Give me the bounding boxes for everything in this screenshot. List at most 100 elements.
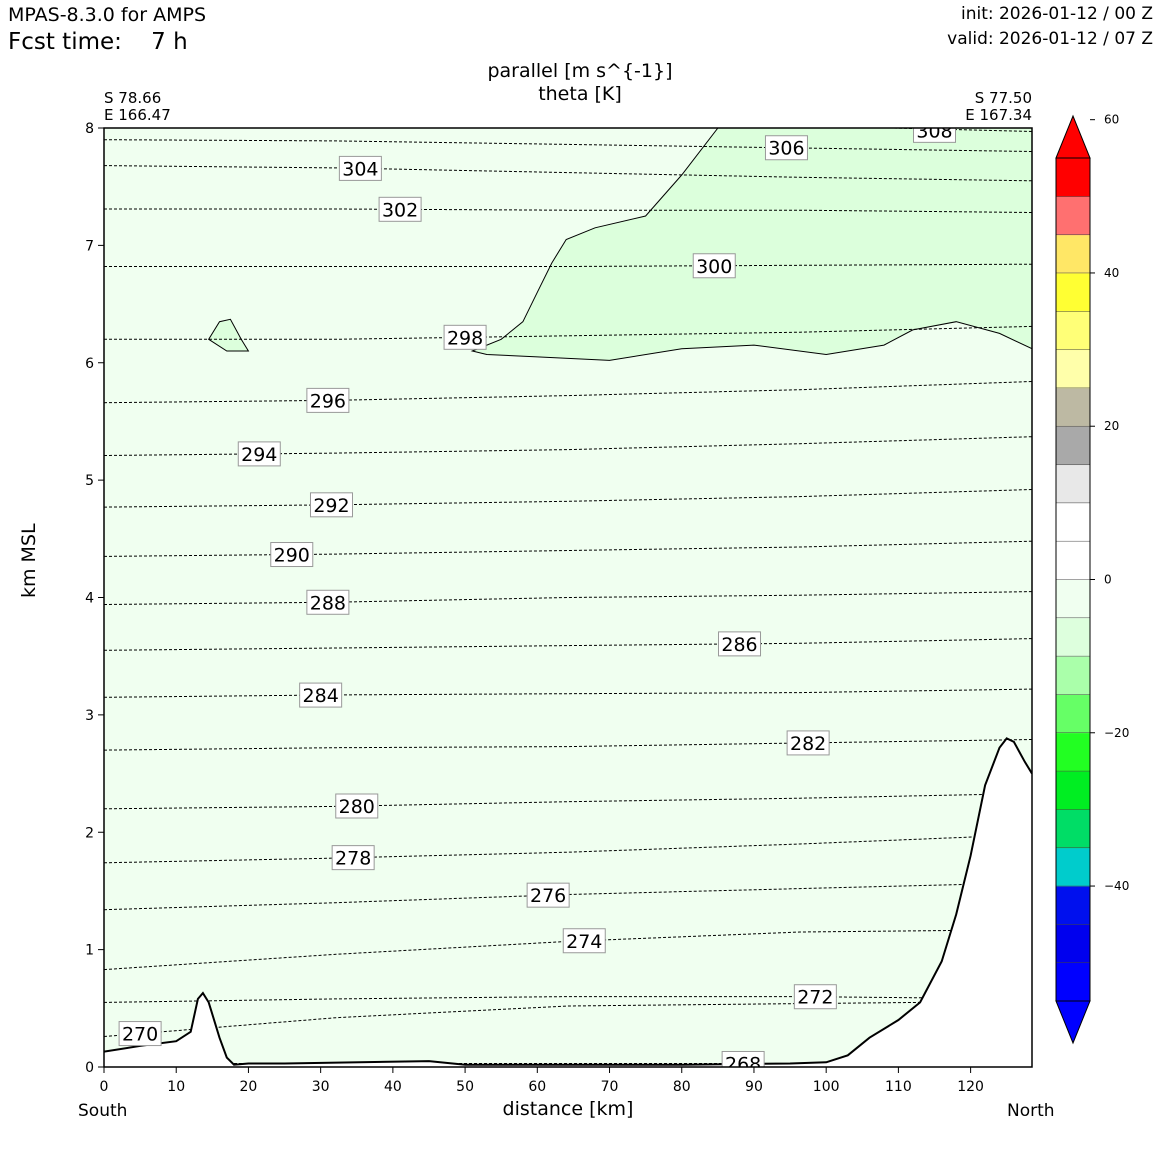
y-tick-label-4: 4 (85, 591, 94, 607)
x-tick-label-70: 70 (601, 1079, 619, 1095)
colorbar-cell-13 (1056, 464, 1090, 504)
theta-label-box-290 (270, 542, 314, 568)
colorbar-cell-12 (1056, 502, 1090, 542)
colorbar-cell-1 (1056, 924, 1090, 964)
colorbar-cell-16 (1056, 349, 1090, 389)
colorbar-extend-min (1055, 1000, 1091, 1045)
colorbar-cell-21 (1056, 158, 1090, 197)
colorbar-tick-label-1: 40 (1104, 266, 1119, 280)
theta-label-290: 290 (274, 545, 310, 567)
theta-label-box-304 (338, 155, 382, 181)
theta-contour-274 (104, 929, 1032, 971)
x-tick-label-50: 50 (456, 1079, 474, 1095)
y-tick-label-7: 7 (85, 238, 94, 254)
y-tick-label-0: 0 (85, 1060, 94, 1076)
x-tick-label-20: 20 (240, 1079, 258, 1095)
theta-label-box-284 (299, 682, 343, 708)
theta-label-304: 304 (342, 158, 378, 180)
theta-label-268: 268 (725, 1053, 761, 1075)
colorbar-cell-9 (1056, 617, 1090, 657)
chart-title-line-1: parallel [m s^{-1}] (487, 60, 673, 82)
x-tick-label-80: 80 (673, 1079, 691, 1095)
theta-label-272: 272 (797, 987, 833, 1009)
start-lon: E 166.47 (104, 106, 171, 124)
colorbar-cell-17 (1056, 311, 1090, 351)
start-lat: S 78.66 (104, 89, 162, 107)
colorbar-cell-19 (1056, 234, 1090, 274)
colorbar-cell-2 (1056, 886, 1090, 925)
valid-time: valid: 2026-01-12 / 07 Z (947, 29, 1153, 49)
theta-contour-270 (104, 1000, 1032, 1037)
colorbar-cell-7 (1056, 694, 1090, 734)
theta-label-288: 288 (310, 592, 346, 614)
theta-label-294: 294 (241, 444, 277, 466)
x-tick-label-30: 30 (312, 1079, 330, 1095)
theta-label-284: 284 (303, 685, 339, 707)
theta-label-box-294 (237, 441, 281, 467)
theta-label-box-272 (793, 984, 837, 1010)
x-tick-label-120: 120 (957, 1079, 984, 1095)
x-tick-label-10: 10 (167, 1079, 185, 1095)
init-time: init: 2026-01-12 / 00 Z (960, 4, 1153, 24)
colorbar-cell-0 (1056, 962, 1090, 1002)
y-tick-label-1: 1 (85, 943, 94, 959)
theta-label-296: 296 (310, 390, 346, 412)
theta-label-box-296 (306, 387, 350, 413)
x-tick-label-100: 100 (813, 1079, 840, 1095)
plot-layer: 268 270 272 274 276 278 280 282 284 286 288 290 292 2… (104, 120, 1032, 1075)
theta-label-box-278 (331, 845, 375, 871)
colorbar-cell-4 (1056, 809, 1090, 849)
colorbar-extend-max (1055, 114, 1091, 159)
colorbar-cell-10 (1056, 579, 1090, 619)
colorbar-tick-label-3: 0 (1104, 573, 1112, 587)
forecast-time: Fcst time: 7 h (8, 29, 188, 55)
x-tick-label-110: 110 (885, 1079, 912, 1095)
theta-label-298: 298 (447, 327, 483, 349)
colorbar-cell-8 (1056, 656, 1090, 695)
theta-label-box-286 (718, 631, 762, 657)
x-tick-label-0: 0 (100, 1079, 109, 1095)
colorbar-cell-20 (1056, 196, 1090, 236)
y-tick-label-5: 5 (85, 473, 94, 489)
theta-label-308: 308 (916, 120, 952, 142)
theta-label-box-288 (306, 589, 350, 615)
theta-label-302: 302 (382, 199, 418, 221)
theta-label-292: 292 (313, 495, 349, 517)
theta-label-box-282 (786, 730, 830, 756)
theta-label-box-306 (764, 135, 808, 161)
direction-north: North (1007, 1101, 1055, 1121)
colorbar-tick-label-0: 60 (1104, 113, 1119, 127)
theta-label-box-300 (692, 253, 736, 279)
theta-label-300: 300 (696, 256, 732, 278)
colorbar-cell-11 (1056, 541, 1090, 580)
x-tick-label-90: 90 (745, 1079, 763, 1095)
theta-label-box-276 (526, 882, 570, 908)
direction-south: South (78, 1101, 128, 1121)
colorbar-tick-label-2: 20 (1104, 419, 1119, 433)
colorbar-tick-label-5: −40 (1104, 879, 1129, 893)
forecast-time-label: Fcst time: (8, 29, 122, 55)
end-lat: S 77.50 (974, 89, 1032, 107)
theta-label-box-270 (118, 1021, 162, 1047)
end-lon: E 167.34 (965, 106, 1032, 124)
colorbar-cell-18 (1056, 272, 1090, 312)
theta-label-box-280 (335, 793, 379, 819)
y-tick-label-6: 6 (85, 356, 94, 372)
y-tick-label-3: 3 (85, 708, 94, 724)
theta-label-278: 278 (335, 848, 371, 870)
x-axis-label: distance [km] (502, 1098, 634, 1120)
wind-region-upper-green (470, 128, 1032, 361)
model-title: MPAS-8.3.0 for AMPS (8, 4, 207, 26)
theta-label-270: 270 (122, 1024, 158, 1046)
theta-label-282: 282 (790, 733, 826, 755)
theta-label-306: 306 (768, 138, 804, 160)
theta-label-box-298 (443, 324, 487, 350)
theta-label-box-308 (913, 128, 957, 143)
theta-label-286: 286 (721, 634, 757, 656)
colorbar-tick-label-4: −20 (1104, 726, 1129, 740)
theta-label-280: 280 (339, 796, 375, 818)
forecast-time-value: 7 h (151, 29, 188, 55)
terrain-outline (104, 737, 1032, 1066)
theta-label-box-292 (309, 492, 353, 518)
